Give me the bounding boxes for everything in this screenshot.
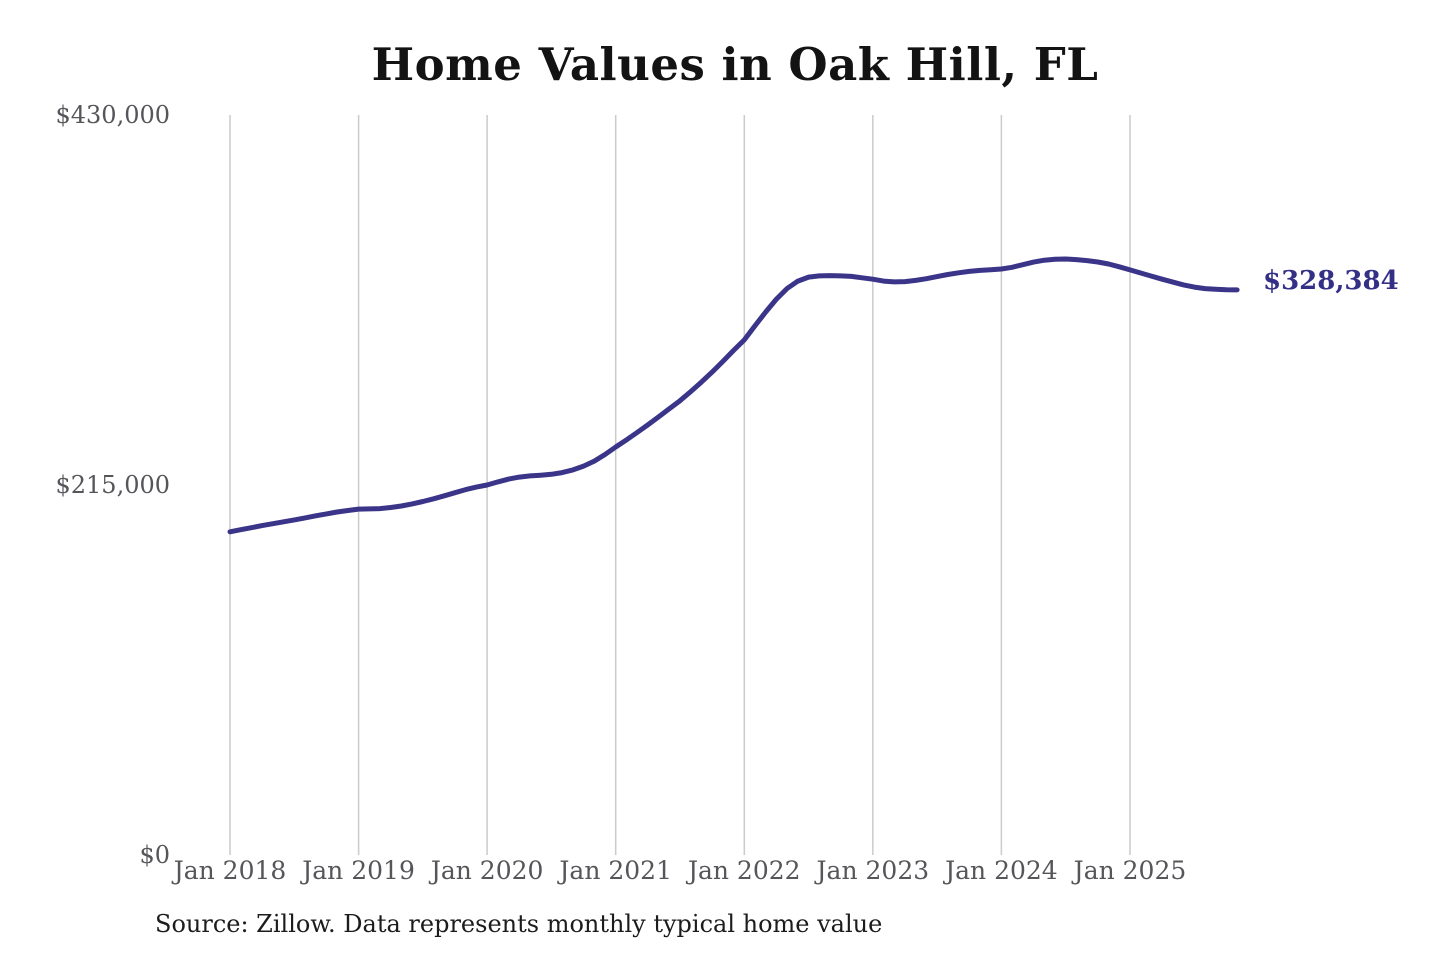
x-axis-tick-label: Jan 2024 xyxy=(945,856,1058,885)
y-axis-tick-label: $430,000 xyxy=(55,101,170,129)
y-axis-tick-label: $0 xyxy=(139,841,170,869)
x-axis-tick-label: Jan 2023 xyxy=(816,856,930,885)
x-axis-tick-label: Jan 2022 xyxy=(687,856,801,885)
x-axis-tick-label: Jan 2021 xyxy=(559,856,673,885)
x-axis-tick-label: Jan 2019 xyxy=(302,856,415,885)
x-axis-tick-label: Jan 2018 xyxy=(173,856,287,885)
x-axis-tick-label: Jan 2025 xyxy=(1073,856,1187,885)
home-value-line xyxy=(227,256,1240,535)
latest-value-label: $328,384 xyxy=(1263,266,1399,296)
source-note: Source: Zillow. Data represents monthly … xyxy=(155,910,883,938)
y-axis-tick-label: $215,000 xyxy=(55,471,170,499)
x-axis-tick-label: Jan 2020 xyxy=(430,856,544,885)
chart-title: Home Values in Oak Hill, FL xyxy=(371,38,1099,91)
